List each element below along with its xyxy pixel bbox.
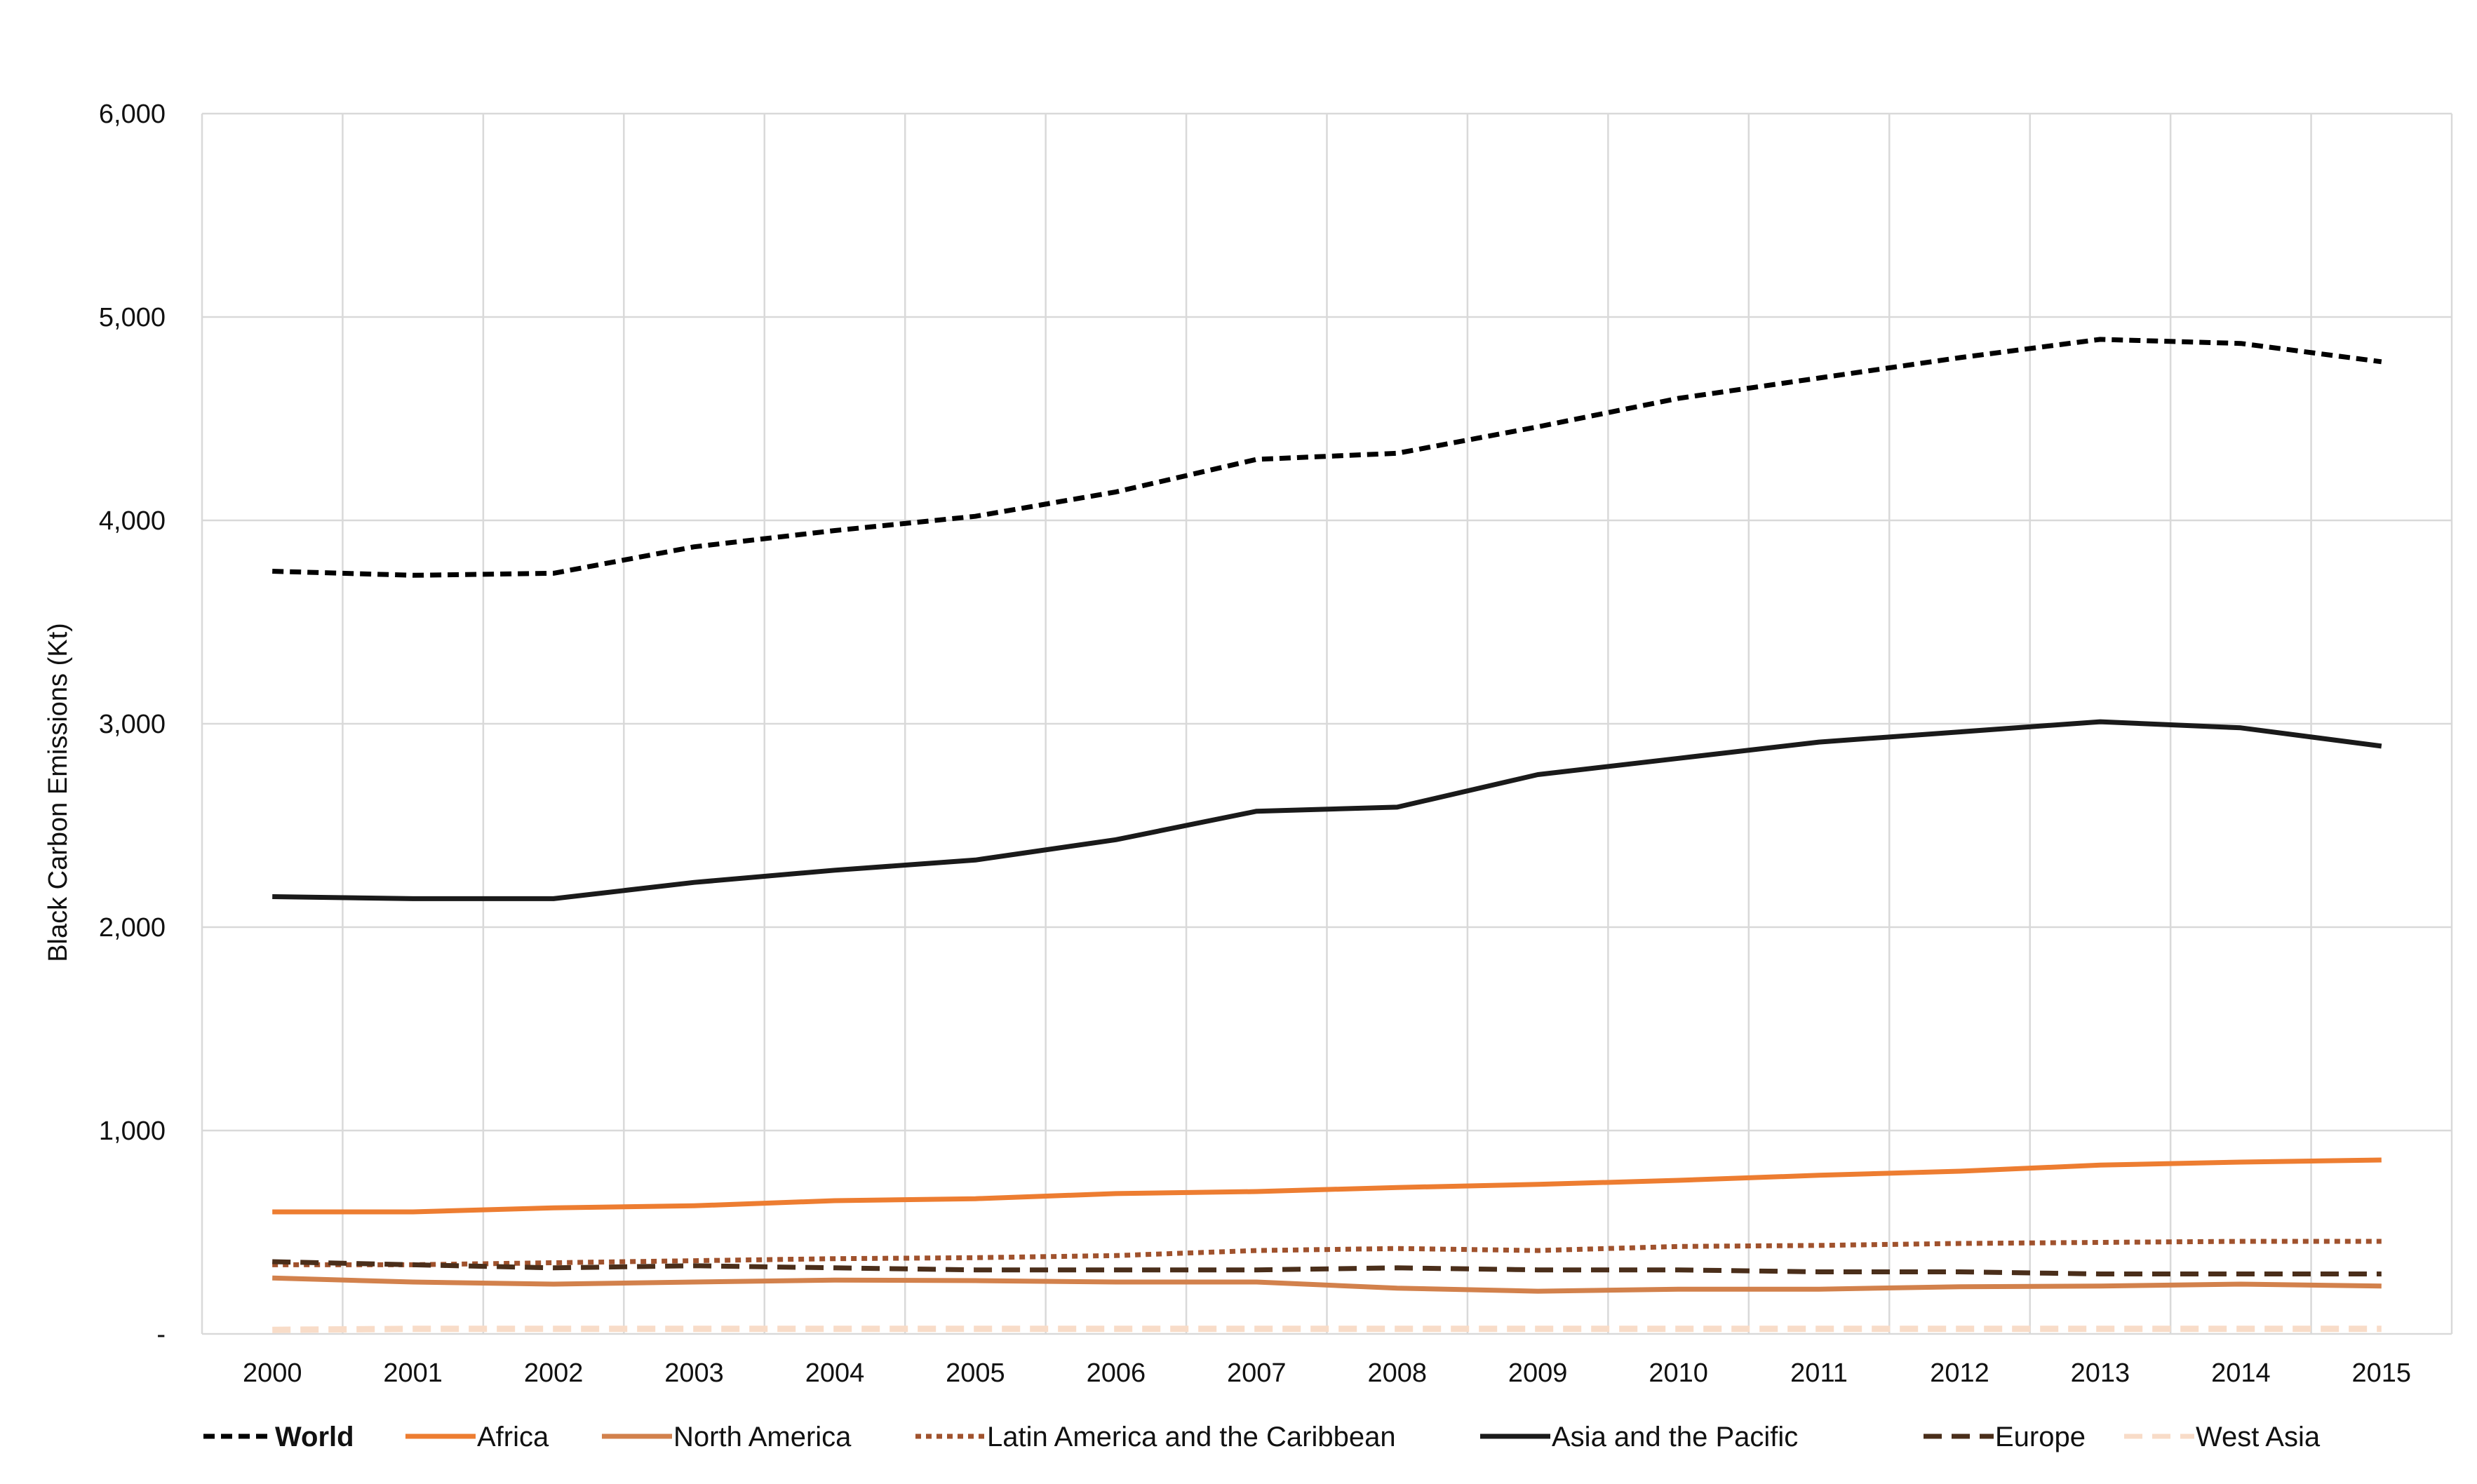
x-tick-label: 2004	[805, 1358, 865, 1388]
x-tick-label: 2009	[1508, 1358, 1568, 1388]
x-tick-label: 2012	[1930, 1358, 1989, 1388]
legend-label-asia-and-the-pacific: Asia and the Pacific	[1552, 1422, 1798, 1452]
series-line-asia-and-the-pacific	[272, 719, 2382, 901]
legend-layer: World Africa North America Latin America an…	[203, 1422, 2321, 1452]
legend-label-north-america: North America	[673, 1422, 852, 1452]
y-tick-label: 3,000	[99, 710, 166, 739]
x-tick-label: 2014	[2211, 1358, 2271, 1388]
x-tick-label: 2011	[1790, 1358, 1848, 1388]
legend-label-europe: Europe	[1995, 1422, 2086, 1452]
series-line-world	[272, 337, 2382, 578]
y-tick-label: 1,000	[99, 1117, 166, 1146]
axis-layer: - 1,000 2,000 3,000 4,000 5,000 6,000 2000 2001 2…	[99, 100, 2411, 1388]
x-tick-label: 2006	[1087, 1358, 1146, 1388]
grid-layer	[201, 112, 2453, 1335]
series-layer	[272, 337, 2382, 1333]
y-tick-label: 6,000	[99, 100, 166, 129]
series-line-north-america	[272, 1275, 2382, 1294]
y-tick-label: 4,000	[99, 506, 166, 536]
series-line-europe	[272, 1259, 2382, 1276]
x-tick-label: 2013	[2071, 1358, 2130, 1388]
x-tick-label: 2000	[243, 1358, 302, 1388]
y-axis-title: Black Carbon Emissions (Kt)	[43, 623, 73, 962]
x-tick-label: 2001	[383, 1358, 443, 1388]
x-tick-label: 2008	[1367, 1358, 1427, 1388]
x-tick-label: 2007	[1227, 1358, 1287, 1388]
series-line-latin-america-and-the-caribbean	[272, 1239, 2382, 1267]
y-tick-label: 2,000	[99, 913, 166, 943]
series-line-africa	[272, 1157, 2382, 1215]
legend-label-latin-america-and-the-caribbean: Latin America and the Caribbean	[987, 1422, 1396, 1452]
x-tick-label: 2015	[2352, 1358, 2412, 1388]
legend-label-africa: Africa	[477, 1422, 549, 1452]
legend-label-west-asia: West Asia	[2196, 1422, 2321, 1452]
y-tick-label: 5,000	[99, 303, 166, 332]
x-tick-label: 2003	[664, 1358, 724, 1388]
x-tick-label: 2010	[1649, 1358, 1708, 1388]
y-tick-label: -	[156, 1320, 166, 1349]
x-tick-label: 2002	[524, 1358, 584, 1388]
legend-label-world: World	[275, 1422, 354, 1452]
series-line-west-asia	[272, 1326, 2382, 1333]
x-tick-label: 2005	[946, 1358, 1005, 1388]
